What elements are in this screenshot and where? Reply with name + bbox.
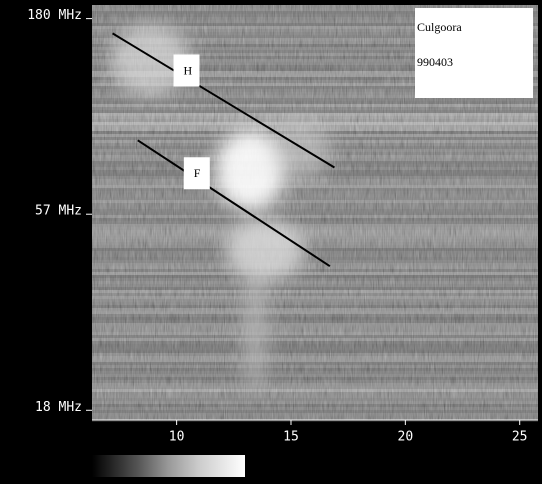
x-tick-label: 25 (512, 430, 528, 445)
page: Culgoora 990403 180 MHz 57 MHz 18 MHz 10 15 2… (0, 0, 542, 484)
y-tick-label: 57 MHz (35, 204, 82, 219)
y-tick-label: 180 MHz (27, 8, 82, 23)
series-label: H (184, 63, 193, 77)
annotation: Culgoora (417, 20, 462, 34)
annotation: 990403 (417, 55, 453, 69)
colorbar (92, 455, 245, 477)
x-tick-label: 20 (398, 430, 414, 445)
x-tick-label: 10 (169, 430, 185, 445)
series-label: F (194, 166, 201, 180)
x-tick-label: 15 (283, 430, 299, 445)
chart: Culgoora 990403 180 MHz 57 MHz 18 MHz 10 15 2… (0, 0, 542, 484)
y-tick-label: 18 MHz (35, 400, 82, 415)
